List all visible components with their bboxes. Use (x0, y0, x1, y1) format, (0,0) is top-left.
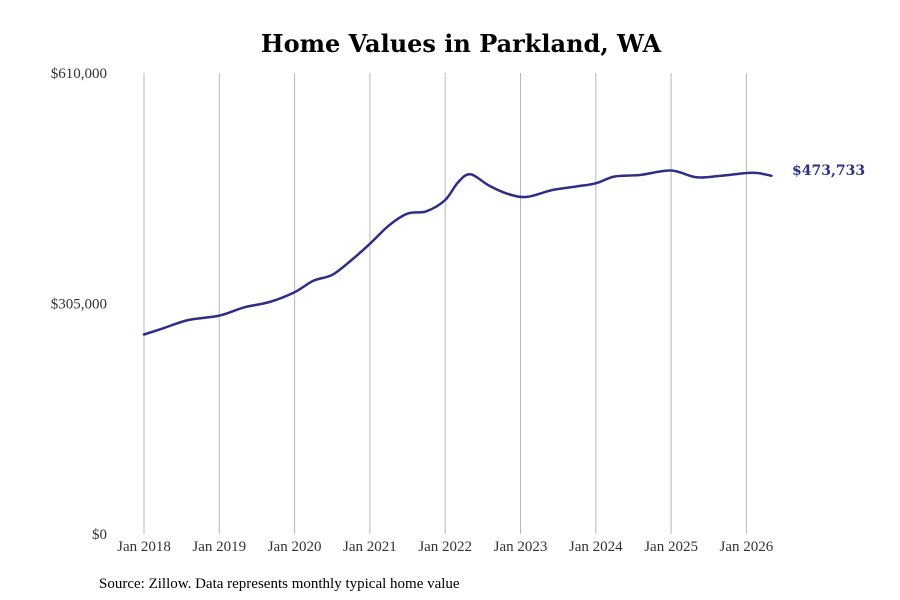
y-tick-label: $0 (92, 527, 107, 543)
y-tick-label: $305,000 (51, 297, 107, 313)
x-tick-label: Jan 2025 (644, 539, 698, 555)
y-tick-label: $610,000 (51, 66, 107, 82)
y-axis-ticks: $0 $305,000 $610,000 (51, 66, 107, 543)
end-value-label: $473,733 (792, 163, 865, 179)
x-tick-label: Jan 2024 (569, 539, 623, 555)
x-tick-label: Jan 2026 (720, 539, 774, 555)
x-axis-ticks: Jan 2018 Jan 2019 Jan 2020 Jan 2021 Jan 2022… (117, 539, 774, 555)
chart-title: Home Values in Parkland, WA (261, 29, 662, 58)
source-note: Source: Zillow. Data represents monthly … (99, 576, 460, 592)
series (142, 169, 773, 336)
x-tick-label: Jan 2020 (268, 539, 322, 555)
x-tick-label: Jan 2022 (418, 539, 472, 555)
x-gridlines (143, 73, 747, 534)
x-tick-label: Jan 2023 (494, 539, 548, 555)
home-value-line (142, 169, 773, 336)
x-tick-label: Jan 2021 (343, 539, 397, 555)
x-tick-label: Jan 2018 (117, 539, 171, 555)
x-tick-label: Jan 2019 (192, 539, 246, 555)
